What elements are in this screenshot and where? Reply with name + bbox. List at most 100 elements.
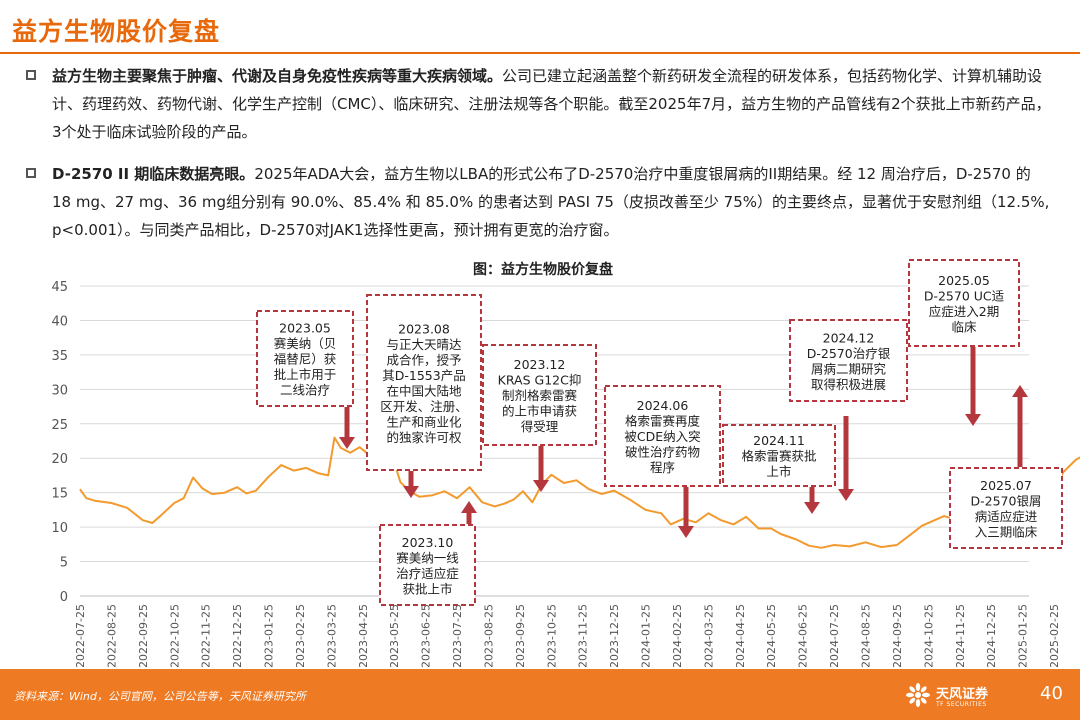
annotation-box (256, 310, 354, 407)
arrow-head-icon (403, 486, 419, 498)
annotation-label-line: 格索雷赛再度 (625, 414, 701, 429)
x-tick-label: 2024-03-25 (702, 604, 715, 667)
annotation-label: 2023.05 赛美纳（贝福替尼）获批上市用于二线治疗 (274, 321, 337, 398)
x-tick-label: 2024-07-25 (828, 604, 841, 667)
annotation-label-line: D-2570治疗银 (807, 346, 891, 361)
x-tick-label: 2022-09-25 (137, 604, 150, 667)
annotation-box (722, 424, 836, 487)
x-tick-label: 2024-12-25 (985, 604, 998, 667)
y-tick-label: 5 (60, 556, 68, 571)
annotation-label-line: 2023.08 (398, 321, 450, 336)
annotation-label-line: 2024.12 (823, 330, 875, 345)
bullet-company-overview: 益方生物主要聚焦于肿瘤、代谢及自身免疫性疾病等重大疾病领域。公司已建立起涵盖整个… (26, 62, 1052, 146)
x-tick-label: 2023-02-25 (294, 604, 307, 667)
x-tick-label: 2024-05-25 (765, 604, 778, 667)
x-tick-label: 2022-10-25 (168, 604, 181, 667)
annotation-label-line: 制剂格索雷赛 (502, 388, 578, 403)
x-tick-label: 2022-12-25 (231, 604, 244, 667)
arrow-head-icon (965, 414, 981, 426)
annotation-label-line: 成合作，授予 (386, 352, 461, 367)
annotation-2: 2023.08 与正大天晴达成合作，授予其D-1553产品在中国大陆地区开发、注册… (366, 294, 482, 498)
x-tick-label: 2023-07-25 (451, 604, 464, 667)
annotation-label: 2024.06 格索雷赛再度被CDE纳入突破性治疗药物程序 (624, 398, 700, 475)
tf-securities-logo-icon (906, 683, 930, 707)
annotation-box (379, 524, 476, 606)
x-tick-label: 2023-12-25 (608, 604, 621, 667)
x-tick-label: 2024-02-25 (671, 604, 684, 667)
annotation-label-line: 上市 (766, 464, 791, 479)
y-tick-label: 15 (51, 487, 68, 502)
x-tick-label: 2024-01-25 (640, 604, 653, 667)
annotation-label-line: 程序 (650, 460, 675, 475)
y-tick-label: 0 (60, 590, 68, 605)
bullet-d2570-results: D-2570 II 期临床数据亮眼。2025年ADA大会，益方生物以LBA的形式… (26, 160, 1052, 244)
annotation-label-line: 2023.10 (402, 535, 454, 550)
x-tick-label: 2024-06-25 (797, 604, 810, 667)
annotation-label-line: 生产和商业化 (386, 414, 462, 429)
stock-price-chart: 图：益方生物股价复盘 0 5 10 15 20 25 30 35 40 45 2022-07-25… (51, 259, 1080, 667)
annotation-label-line: 取得积极进展 (811, 377, 886, 392)
bullet-bold-text: D-2570 II 期临床数据亮眼。 (52, 165, 255, 183)
footer-bar: 资料来源：Wind，公司官网，公司公告等，天风证券研究所 天风证券 TF SEC… (0, 669, 1080, 720)
arrow-head-icon (1012, 385, 1028, 397)
annotation-label-line: 被CDE纳入突 (624, 429, 700, 444)
x-tick-label: 2025-02-25 (1048, 604, 1061, 667)
annotation-box (908, 259, 1020, 347)
x-tick-label: 2023-03-25 (325, 604, 338, 667)
annotation-label-line: 2025.07 (980, 478, 1032, 493)
annotation-4: 2023.12 KRAS G12C抑制剂格索雷赛的上市申请获得受理 (482, 344, 597, 492)
annotation-label: 2023.08 与正大天晴达成合作，授予其D-1553产品在中国大陆地区开发、注册… (380, 321, 468, 445)
annotation-label-line: 得受理 (521, 419, 559, 434)
brand-name-en: TF SECURITIES (936, 701, 987, 708)
x-tick-label: 2023-09-25 (514, 604, 527, 667)
x-tick-label: 2024-10-25 (922, 604, 935, 667)
annotation-label-line: KRAS G12C抑 (498, 373, 582, 388)
annotations: 2023.05 赛美纳（贝福替尼）获批上市用于二线治疗 2023.08 与正大天晴达成… (256, 259, 1063, 606)
arrow-head-icon (838, 489, 854, 501)
annotation-9: 2025.07 D-2570银屑病适应症进入三期临床 (949, 385, 1063, 549)
y-tick-label: 35 (51, 349, 68, 364)
x-tick-label: 2023-01-25 (263, 604, 276, 667)
annotation-label-line: 2024.06 (637, 398, 689, 413)
x-tick-label: 2023-10-25 (545, 604, 558, 667)
annotation-label: 2023.12 KRAS G12C抑制剂格索雷赛的上市申请获得受理 (498, 357, 582, 434)
annotation-label-line: 治疗适应症 (396, 566, 459, 581)
title-divider (0, 52, 1080, 54)
annotation-label-line: 2025.05 (938, 273, 990, 288)
annotation-label-line: 2024.11 (753, 433, 805, 448)
annotation-label-line: 临床 (951, 319, 977, 334)
arrow-head-icon (804, 502, 820, 514)
x-tick-label: 2022-07-25 (74, 604, 87, 667)
annotation-box (949, 467, 1063, 549)
arrow-head-icon (461, 501, 477, 513)
x-tick-label: 2024-08-25 (860, 604, 873, 667)
y-tick-label: 10 (51, 521, 68, 536)
arrow-head-icon (533, 480, 549, 492)
annotation-label-line: D-2570银屑 (971, 493, 1042, 508)
bullet-body-text: 公司已建立起涵盖整个新药研发全流程的研发体系，包括药物化学、计算机辅助设计、药理… (52, 67, 1051, 141)
x-tick-label: 2024-04-25 (734, 604, 747, 667)
annotation-label: 2023.10 赛美纳一线治疗适应症获批上市 (396, 535, 459, 597)
annotation-label-line: 赛美纳一线 (396, 550, 459, 565)
x-tick-label: 2024-09-25 (891, 604, 904, 667)
brand-name: 天风证券 (936, 687, 989, 702)
annotation-1: 2023.05 赛美纳（贝福替尼）获批上市用于二线治疗 (256, 310, 355, 449)
x-tick-label: 2023-06-25 (420, 604, 433, 667)
annotation-label-line: 的独家许可权 (386, 430, 462, 445)
annotation-label-line: 2023.05 (279, 321, 331, 336)
x-axis: 2022-07-25 2022-08-25 2022-09-25 2022-10-25… (74, 595, 1080, 667)
square-bullet-icon (26, 70, 36, 80)
annotation-label: 2025.07 D-2570银屑病适应症进入三期临床 (971, 478, 1042, 540)
annotation-5: 2024.06 格索雷赛再度被CDE纳入突破性治疗药物程序 (604, 385, 721, 538)
annotation-label-line: 其D-1553产品 (382, 368, 465, 383)
x-tick-label: 2022-08-25 (105, 604, 118, 667)
annotation-label-line: 赛美纳（贝 (274, 336, 337, 351)
annotation-box (366, 294, 482, 471)
annotation-7: 2024.12 D-2570治疗银屑病二期研究取得积极进展 (789, 319, 908, 501)
square-bullet-icon (26, 168, 36, 178)
annotation-label-line: 屑病二期研究 (811, 361, 887, 376)
annotation-label: 2025.05 D-2570 UC适应症进入2期临床 (924, 273, 1004, 335)
x-tick-label: 2023-04-25 (357, 604, 370, 667)
annotation-label-line: 获批上市 (402, 581, 452, 596)
y-tick-label: 45 (51, 280, 68, 295)
